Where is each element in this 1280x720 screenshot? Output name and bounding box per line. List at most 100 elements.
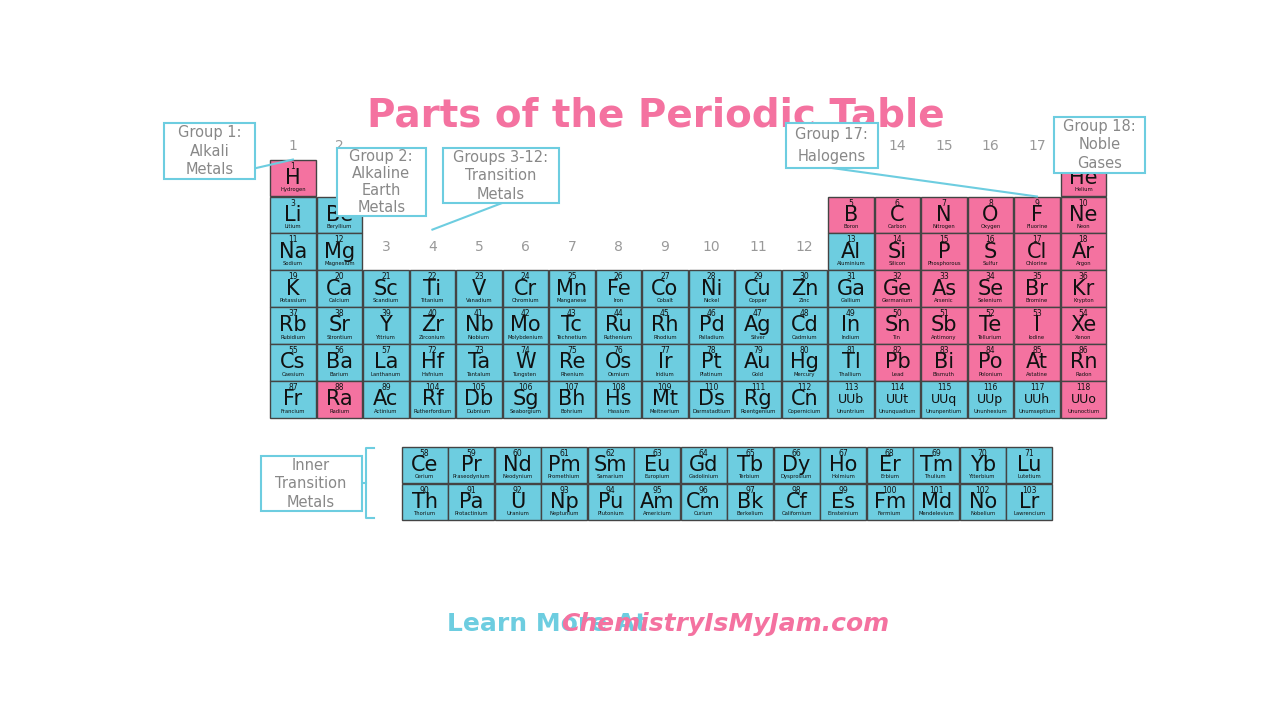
Text: 105: 105: [471, 383, 486, 392]
Text: Am: Am: [640, 492, 675, 512]
Bar: [635, 484, 680, 520]
Text: 22: 22: [428, 272, 438, 282]
Text: Terbium: Terbium: [740, 474, 760, 480]
Text: C: C: [890, 204, 905, 225]
Text: Caesium: Caesium: [282, 372, 305, 377]
Text: Fr: Fr: [283, 390, 302, 410]
Text: 13: 13: [842, 139, 860, 153]
Text: 91: 91: [466, 486, 476, 495]
Text: ChemistryIsMyJam.com: ChemistryIsMyJam.com: [562, 612, 890, 636]
Text: 11: 11: [749, 240, 767, 254]
Text: Cl: Cl: [1027, 242, 1047, 261]
Bar: [402, 484, 448, 520]
Text: 50: 50: [892, 310, 902, 318]
Text: 36: 36: [1079, 272, 1088, 282]
Bar: [1061, 233, 1106, 270]
Bar: [727, 484, 773, 520]
Text: Ds: Ds: [698, 390, 724, 410]
Text: Zn: Zn: [791, 279, 818, 299]
Text: Tantalum: Tantalum: [467, 372, 492, 377]
Text: 55: 55: [288, 346, 298, 356]
Text: 111: 111: [751, 383, 765, 392]
Text: 47: 47: [753, 310, 763, 318]
Bar: [874, 307, 920, 343]
Text: 117: 117: [1029, 383, 1044, 392]
Text: Bi: Bi: [934, 353, 954, 372]
Bar: [1014, 271, 1060, 307]
Bar: [595, 344, 641, 381]
Text: 56: 56: [334, 346, 344, 356]
Text: Pa: Pa: [460, 492, 484, 512]
Text: 1: 1: [288, 139, 297, 153]
Bar: [456, 271, 502, 307]
Text: Mercury: Mercury: [794, 372, 815, 377]
Text: Sc: Sc: [374, 279, 398, 299]
Bar: [874, 344, 920, 381]
Text: Gadolinium: Gadolinium: [689, 474, 719, 480]
Text: Es: Es: [831, 492, 855, 512]
Text: Ar: Ar: [1071, 242, 1094, 261]
Bar: [549, 307, 595, 343]
Text: 68: 68: [884, 449, 895, 458]
Text: Alkaline: Alkaline: [352, 166, 411, 181]
Bar: [270, 382, 316, 418]
Text: Calcium: Calcium: [329, 298, 351, 303]
Text: Aluminium: Aluminium: [837, 261, 865, 266]
Text: Hs: Hs: [605, 390, 631, 410]
Bar: [922, 271, 966, 307]
Text: Zinc: Zinc: [799, 298, 810, 303]
Text: Tungsten: Tungsten: [513, 372, 538, 377]
Text: Ne: Ne: [1069, 204, 1097, 225]
Bar: [643, 307, 687, 343]
Text: Beryllium: Beryllium: [326, 224, 352, 229]
Text: 63: 63: [653, 449, 662, 458]
Bar: [503, 344, 548, 381]
Bar: [549, 271, 595, 307]
Text: Pu: Pu: [598, 492, 623, 512]
Text: Promethium: Promethium: [548, 474, 580, 480]
Text: Pr: Pr: [461, 455, 481, 475]
Bar: [782, 382, 827, 418]
Text: 65: 65: [745, 449, 755, 458]
Text: UUq: UUq: [931, 393, 957, 406]
Text: Transition: Transition: [466, 168, 536, 183]
Text: Ac: Ac: [374, 390, 398, 410]
Text: Magnesium: Magnesium: [324, 261, 355, 266]
Text: 53: 53: [1032, 310, 1042, 318]
Bar: [960, 446, 1006, 483]
Text: Cu: Cu: [744, 279, 772, 299]
Text: Parts of the Periodic Table: Parts of the Periodic Table: [367, 96, 945, 135]
Text: Ru: Ru: [605, 315, 632, 336]
Text: Hf: Hf: [421, 353, 444, 372]
Text: 85: 85: [1032, 346, 1042, 356]
Text: Europium: Europium: [644, 474, 669, 480]
Bar: [867, 484, 913, 520]
Text: Platinum: Platinum: [700, 372, 723, 377]
Text: 4: 4: [428, 240, 436, 254]
Text: UUh: UUh: [1024, 393, 1050, 406]
Text: Astatine: Astatine: [1025, 372, 1048, 377]
Text: Titanium: Titanium: [421, 298, 444, 303]
Text: Sm: Sm: [594, 455, 627, 475]
Text: 41: 41: [474, 310, 484, 318]
Text: Sulfur: Sulfur: [983, 261, 998, 266]
Text: Americium: Americium: [643, 511, 672, 516]
Bar: [549, 344, 595, 381]
Bar: [960, 484, 1006, 520]
Bar: [1006, 446, 1052, 483]
Text: Holmium: Holmium: [831, 474, 855, 480]
Text: 116: 116: [983, 383, 997, 392]
Text: Noble: Noble: [1078, 138, 1120, 153]
Text: Osmium: Osmium: [607, 372, 630, 377]
Text: Lutetium: Lutetium: [1018, 474, 1041, 480]
Text: Tc: Tc: [562, 315, 582, 336]
Bar: [448, 484, 494, 520]
Text: 31: 31: [846, 272, 856, 282]
Text: Selenium: Selenium: [978, 298, 1002, 303]
Text: W: W: [515, 353, 536, 372]
Text: Arsenic: Arsenic: [934, 298, 954, 303]
Text: Iodine: Iodine: [1029, 335, 1044, 340]
Bar: [820, 484, 867, 520]
Text: 76: 76: [613, 346, 623, 356]
Text: V: V: [472, 279, 486, 299]
